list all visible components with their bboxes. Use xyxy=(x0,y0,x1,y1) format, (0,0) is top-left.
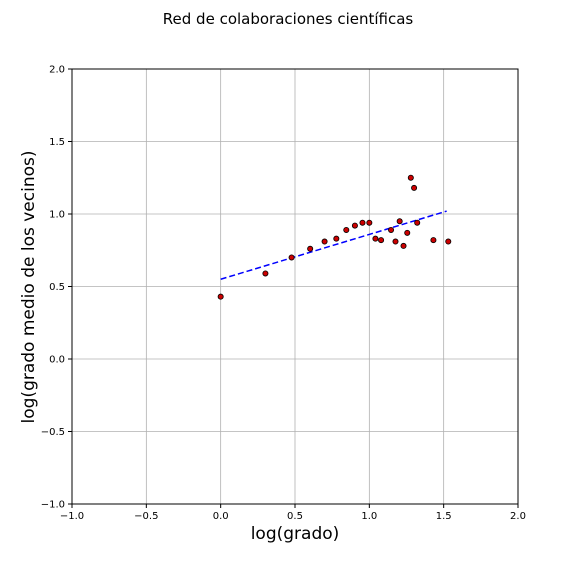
y-tick-label: 1.5 xyxy=(49,137,65,148)
data-point xyxy=(396,218,403,225)
x-tick-label: −0.5 xyxy=(134,511,158,522)
x-axis-label: log(grado) xyxy=(251,524,340,544)
data-point xyxy=(351,222,358,229)
data-point xyxy=(333,235,340,242)
data-point xyxy=(288,254,295,261)
data-point xyxy=(321,238,328,245)
data-point xyxy=(343,226,350,233)
data-point xyxy=(430,237,437,244)
chart-title: Red de colaboraciones científicas xyxy=(163,10,414,28)
y-tick-label: −0.5 xyxy=(41,427,65,438)
x-tick-label: 2.0 xyxy=(510,511,526,522)
x-tick-label: 1.0 xyxy=(361,511,377,522)
data-point xyxy=(307,245,314,252)
data-point xyxy=(404,229,411,236)
data-point xyxy=(414,219,421,226)
y-axis-label: log(grado medio de los vecinos) xyxy=(19,151,39,424)
y-tick-label: 2.0 xyxy=(49,65,65,76)
data-point xyxy=(445,238,452,245)
data-point xyxy=(411,184,418,191)
data-point xyxy=(400,242,407,249)
y-tick-label: 0.5 xyxy=(49,282,65,293)
x-tick-label: 0.5 xyxy=(287,511,303,522)
x-axis-ticks: −1.0 −0.5 0.0 0.5 1.0 1.5 2.0 xyxy=(60,504,526,522)
x-tick-label: 1.5 xyxy=(436,511,452,522)
data-point xyxy=(359,219,366,226)
x-tick-label: −1.0 xyxy=(60,511,84,522)
data-points-layer xyxy=(217,174,452,300)
x-tick-label: 0.0 xyxy=(213,511,229,522)
data-point xyxy=(262,270,269,277)
data-point xyxy=(372,235,379,242)
data-point xyxy=(388,226,395,233)
data-point xyxy=(217,293,224,300)
fit-line xyxy=(220,210,447,280)
data-point xyxy=(366,219,373,226)
y-tick-label: 1.0 xyxy=(49,210,65,221)
data-point xyxy=(378,237,385,244)
fit-line-layer xyxy=(220,210,447,280)
y-tick-label: 0.0 xyxy=(49,355,65,366)
y-axis-ticks: −1.0 −0.5 0.0 0.5 1.0 1.5 2.0 xyxy=(41,65,72,511)
y-tick-label: −1.0 xyxy=(41,500,65,511)
data-point xyxy=(407,174,414,181)
data-point xyxy=(392,238,399,245)
